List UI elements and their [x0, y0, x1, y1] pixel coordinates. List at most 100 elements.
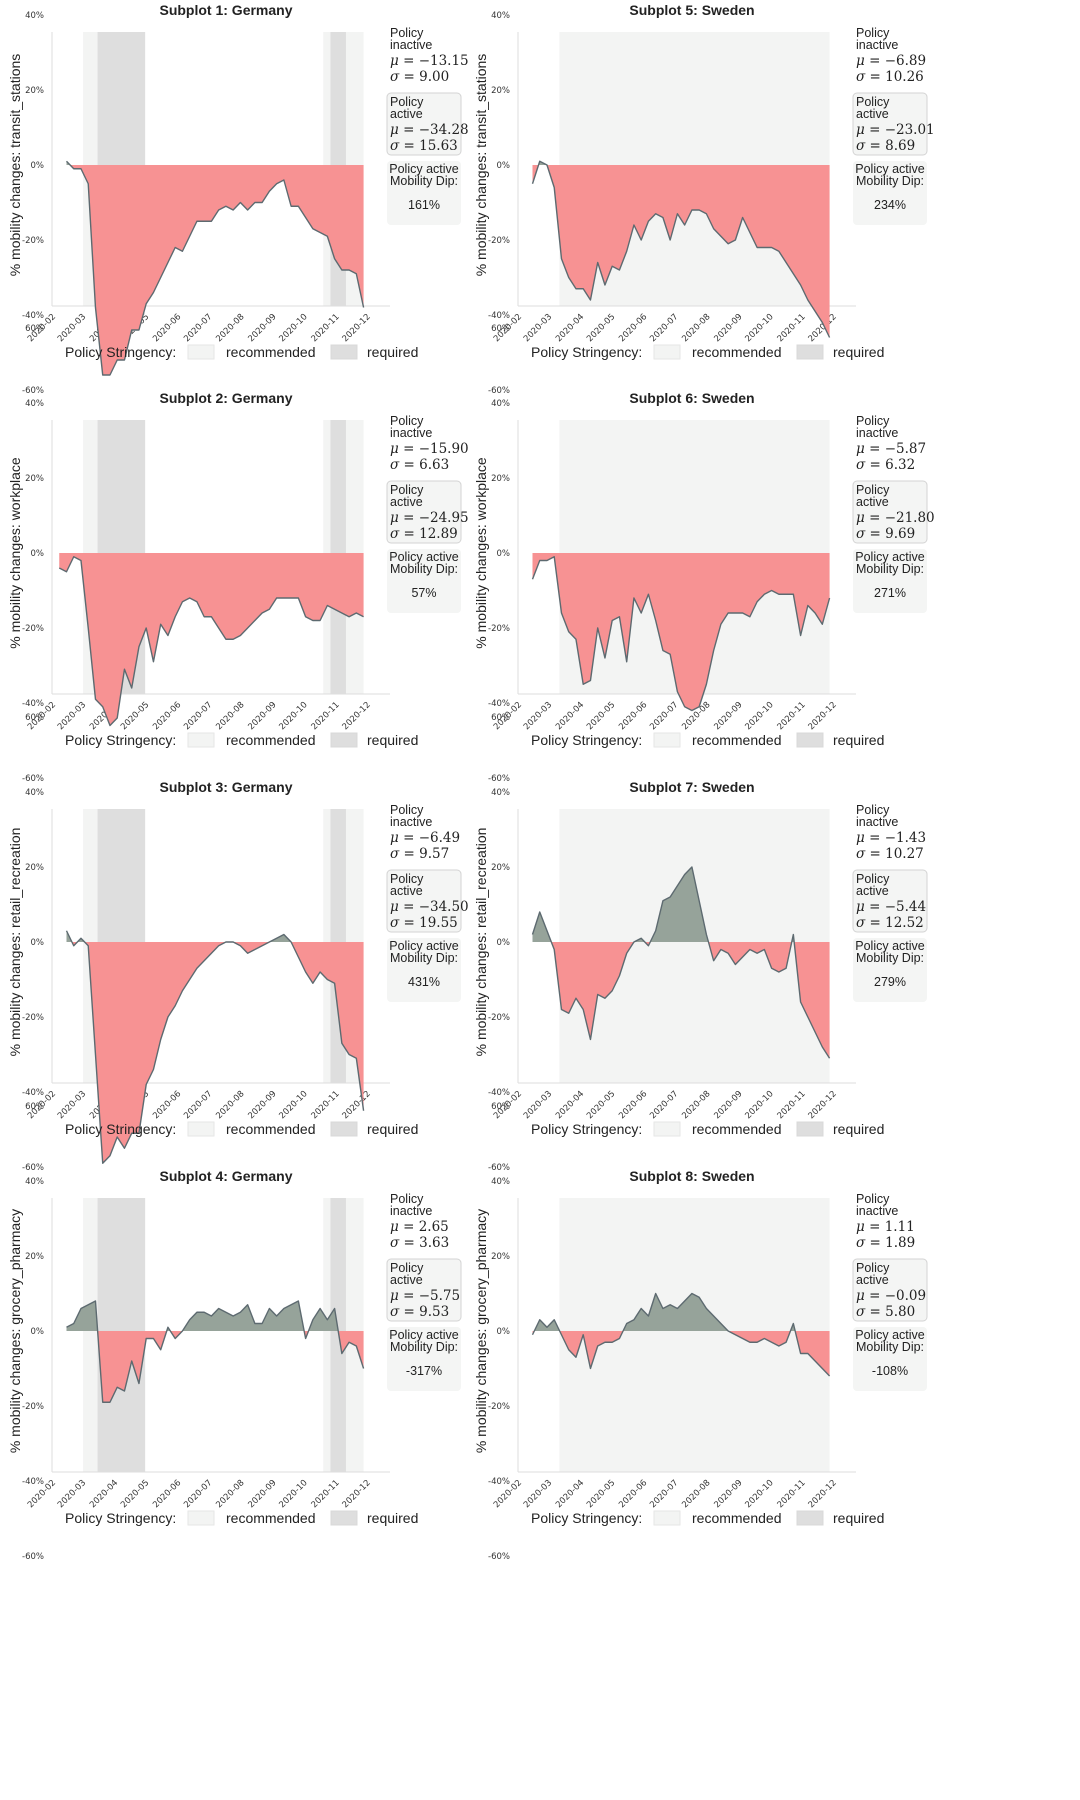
- x-tick-label: 2020-11: [776, 1089, 808, 1121]
- stat-inactive-sigma: σ = 9.57: [390, 846, 449, 862]
- stat-inactive-sigma: σ = 10.27: [856, 846, 924, 862]
- x-tick-label: 2020-03: [56, 700, 88, 732]
- subplot-title: Subplot 8: Sweden: [629, 1168, 754, 1184]
- stat-dip-label: Policy active: [855, 1328, 925, 1342]
- x-tick-label: 2020-04: [554, 1478, 586, 1510]
- stat-active-mu: μ = −5.44: [856, 899, 926, 915]
- legend-title: Policy Stringency:: [531, 1121, 642, 1137]
- legend-title: Policy Stringency:: [531, 344, 642, 360]
- stat-active-mu: μ = −21.80: [856, 510, 935, 526]
- subplot-8: Subplot 8: Sweden 60% 40% 20% 0% -20% -40% -60%…: [473, 1102, 928, 1562]
- stat-dip-value: 234%: [874, 198, 906, 212]
- y-tick-label: -40%: [22, 311, 44, 321]
- legend-swatch-recommended: [653, 1510, 681, 1526]
- stat-dip-value: 431%: [408, 975, 440, 989]
- legend-swatch-recommended: [653, 732, 681, 748]
- x-tick-label: 2020-06: [151, 1478, 183, 1510]
- stat-inactive-label: Policy: [390, 803, 424, 817]
- x-tick-label: 2020-09: [712, 1089, 744, 1121]
- stat-inactive-label: Policy: [856, 414, 890, 428]
- subplot-5: Subplot 5: Sweden 60% 40% 20% 0% -20% -40% -60%…: [473, 2, 935, 396]
- stat-active-label: active: [856, 1273, 889, 1287]
- y-tick-label: -40%: [22, 699, 44, 709]
- y-tick-label: 40%: [491, 399, 510, 409]
- stat-inactive-mu: μ = −6.89: [856, 53, 926, 69]
- stat-active-label: Policy: [390, 95, 424, 109]
- subplot-title: Subplot 3: Germany: [159, 779, 292, 795]
- y-tick-label: 0%: [31, 938, 45, 948]
- y-tick-label: 20%: [25, 86, 44, 96]
- x-tick-label: 2020-10: [277, 1478, 309, 1510]
- stat-active-label: active: [390, 1273, 423, 1287]
- stat-active-box: [386, 480, 462, 544]
- x-tick-label: 2020-10: [743, 1478, 775, 1510]
- stat-inactive-label: inactive: [856, 1204, 898, 1218]
- stat-dip-label: Mobility Dip:: [390, 1340, 458, 1354]
- x-tick-label: 2020-05: [585, 312, 617, 344]
- mobility-series-line: [531, 556, 831, 712]
- stat-dip-label: Policy active: [855, 550, 925, 564]
- x-tick-label: 2020-03: [522, 700, 554, 732]
- subplot-title: Subplot 2: Germany: [159, 390, 292, 406]
- y-tick-label: 20%: [491, 1252, 510, 1262]
- y-tick-label: 40%: [491, 1177, 510, 1187]
- x-tick-label: 2020-04: [554, 1089, 586, 1121]
- stat-inactive-sigma: σ = 1.89: [856, 1235, 915, 1251]
- y-tick-label: 40%: [491, 788, 510, 798]
- y-tick-label: 60%: [491, 713, 510, 723]
- x-tick-label: 2020-06: [617, 700, 649, 732]
- y-tick-label: -60%: [488, 386, 510, 396]
- y-tick-label: 0%: [31, 161, 45, 171]
- stat-dip-value: 279%: [874, 975, 906, 989]
- stat-inactive-label: inactive: [390, 815, 432, 829]
- x-tick-label: 2020-12: [807, 700, 839, 732]
- stat-dip-box: [387, 1327, 461, 1391]
- legend-swatch-required: [796, 344, 824, 360]
- stat-dip-label: Mobility Dip:: [856, 1340, 924, 1354]
- y-axis-label: % mobility changes: grocery_pharmacy: [473, 1209, 489, 1453]
- stat-active-label: Policy: [856, 872, 890, 886]
- x-tick-label: 2020-12: [341, 312, 373, 344]
- x-tick-label: 2020-08: [214, 1089, 246, 1121]
- x-tick-label: 2020-12: [341, 1089, 373, 1121]
- stat-inactive-sigma: σ = 3.63: [390, 1235, 449, 1251]
- y-tick-label: 20%: [25, 1252, 44, 1262]
- x-tick-label: 2020-11: [776, 1478, 808, 1510]
- legend-title: Policy Stringency:: [531, 1510, 642, 1526]
- x-tick-label: 2020-10: [277, 312, 309, 344]
- y-tick-label: 20%: [491, 474, 510, 484]
- stat-inactive-mu: μ = −15.90: [390, 441, 469, 457]
- stat-active-sigma: σ = 9.69: [856, 526, 915, 542]
- x-tick-label: 2020-06: [617, 1089, 649, 1121]
- stat-inactive-label: inactive: [856, 426, 898, 440]
- stat-dip-label: Policy active: [855, 162, 925, 176]
- stat-inactive-label: Policy: [856, 1192, 890, 1206]
- x-tick-label: 2020-11: [310, 1089, 342, 1121]
- y-tick-label: -60%: [488, 1163, 510, 1173]
- mobility-decline-area: [532, 165, 830, 338]
- stat-inactive-label: inactive: [856, 38, 898, 52]
- legend-label-required: required: [367, 732, 418, 748]
- stat-dip-box: [387, 549, 461, 613]
- x-tick-label: 2020-05: [119, 700, 151, 732]
- stat-inactive-label: Policy: [856, 26, 890, 40]
- x-tick-label: 2020-08: [680, 1478, 712, 1510]
- y-axis-label: % mobility changes: transit_stations: [7, 54, 23, 277]
- x-tick-label: 2020-03: [522, 1478, 554, 1510]
- mobility-decline-area: [532, 553, 830, 711]
- y-tick-label: -20%: [488, 1013, 510, 1023]
- subplot-4: Subplot 4: Germany 60% 40% 20% 0% -20% -40% -60…: [7, 1102, 462, 1562]
- stat-inactive-mu: μ = −5.87: [856, 441, 926, 457]
- stat-dip-box: [853, 938, 927, 1002]
- stat-dip-box: [853, 1327, 927, 1391]
- legend-swatch-recommended: [187, 1121, 215, 1137]
- legend-label-recommended: recommended: [692, 732, 782, 748]
- stat-active-label: active: [856, 107, 889, 121]
- stat-dip-label: Mobility Dip:: [856, 174, 924, 188]
- mobility-series-line: [531, 1292, 831, 1377]
- y-tick-label: -40%: [22, 1477, 44, 1487]
- mobility-series-line: [531, 866, 831, 1059]
- y-tick-label: 40%: [25, 788, 44, 798]
- stat-dip-label: Policy active: [389, 162, 459, 176]
- legend-swatch-required: [796, 1510, 824, 1526]
